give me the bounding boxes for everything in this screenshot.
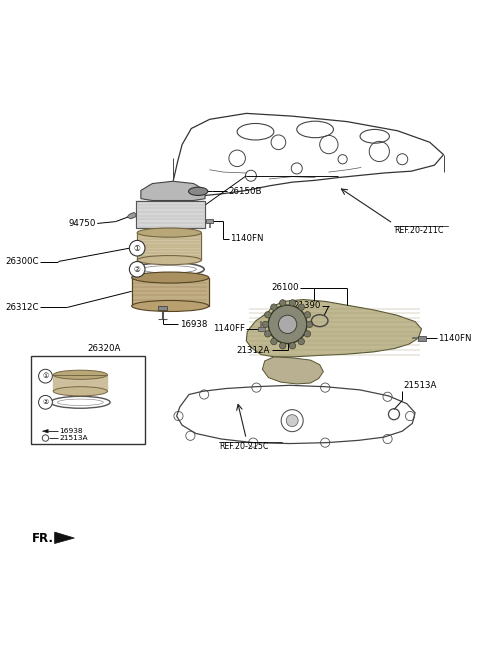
Text: ①: ① bbox=[134, 244, 141, 253]
Polygon shape bbox=[127, 213, 136, 219]
Circle shape bbox=[38, 369, 52, 383]
Circle shape bbox=[298, 338, 304, 345]
Text: 26312C: 26312C bbox=[6, 303, 39, 312]
Circle shape bbox=[289, 300, 296, 306]
Text: 26300C: 26300C bbox=[6, 257, 39, 266]
Text: ②: ② bbox=[134, 265, 141, 274]
Text: 26100: 26100 bbox=[272, 283, 299, 292]
Text: REF.20-215C: REF.20-215C bbox=[219, 441, 268, 451]
Text: REF.20-211C: REF.20-211C bbox=[394, 226, 444, 236]
Circle shape bbox=[304, 312, 311, 318]
Polygon shape bbox=[53, 375, 108, 391]
Polygon shape bbox=[55, 532, 74, 544]
Circle shape bbox=[38, 396, 52, 409]
Polygon shape bbox=[137, 233, 202, 260]
Circle shape bbox=[268, 305, 307, 344]
Circle shape bbox=[304, 331, 311, 337]
Text: 21390: 21390 bbox=[293, 302, 321, 310]
Polygon shape bbox=[158, 306, 168, 310]
Polygon shape bbox=[246, 300, 421, 357]
Polygon shape bbox=[263, 357, 324, 384]
Circle shape bbox=[279, 342, 286, 349]
Ellipse shape bbox=[132, 300, 209, 312]
Text: 21312A: 21312A bbox=[237, 346, 270, 354]
Ellipse shape bbox=[53, 370, 108, 379]
Circle shape bbox=[264, 312, 271, 318]
Text: 1140FN: 1140FN bbox=[438, 334, 471, 342]
Text: 1140FN: 1140FN bbox=[230, 234, 264, 243]
Polygon shape bbox=[136, 201, 205, 228]
Circle shape bbox=[306, 321, 313, 327]
Circle shape bbox=[264, 331, 271, 337]
Text: 26150B: 26150B bbox=[228, 187, 262, 196]
Circle shape bbox=[279, 300, 286, 306]
Polygon shape bbox=[141, 181, 205, 201]
Text: 21513A: 21513A bbox=[59, 435, 88, 441]
Circle shape bbox=[289, 342, 296, 349]
Text: 21513A: 21513A bbox=[403, 381, 436, 390]
Text: FR.: FR. bbox=[32, 531, 54, 544]
Ellipse shape bbox=[189, 187, 208, 195]
Polygon shape bbox=[206, 219, 213, 222]
Ellipse shape bbox=[137, 256, 202, 265]
Polygon shape bbox=[258, 327, 264, 331]
Circle shape bbox=[271, 304, 277, 310]
Ellipse shape bbox=[132, 272, 209, 283]
Polygon shape bbox=[132, 277, 209, 306]
Text: ①: ① bbox=[42, 373, 48, 379]
Text: 1140FF: 1140FF bbox=[214, 325, 245, 333]
Circle shape bbox=[130, 262, 145, 277]
Text: 16938: 16938 bbox=[59, 428, 83, 434]
Circle shape bbox=[286, 415, 298, 426]
Circle shape bbox=[298, 304, 304, 310]
Polygon shape bbox=[42, 429, 48, 433]
Text: 16938: 16938 bbox=[180, 320, 207, 329]
Circle shape bbox=[263, 321, 269, 327]
Polygon shape bbox=[418, 336, 426, 341]
Ellipse shape bbox=[53, 386, 108, 396]
Text: 94750: 94750 bbox=[69, 219, 96, 228]
Ellipse shape bbox=[137, 228, 202, 237]
Text: 26320A: 26320A bbox=[88, 344, 121, 353]
Circle shape bbox=[271, 338, 277, 345]
Text: ②: ② bbox=[42, 400, 48, 405]
Circle shape bbox=[278, 315, 297, 333]
Circle shape bbox=[130, 240, 145, 256]
